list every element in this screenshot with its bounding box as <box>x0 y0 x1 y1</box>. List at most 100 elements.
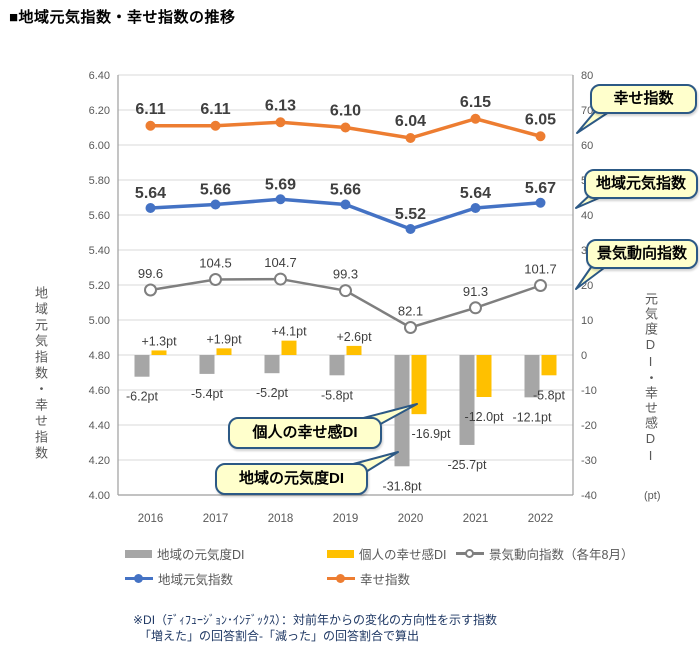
footnote: ※DI（ﾃﾞｨﾌｭｰｼﾞｮﾝ･ｲﾝﾃﾞｯｸｽ）：対前年からの変化の方向性を示す指… <box>133 612 497 644</box>
keiki-line-swatch <box>456 549 484 558</box>
gray-bar <box>459 355 475 445</box>
chart-text: 5.00 <box>89 315 110 327</box>
keiki-marker <box>209 272 222 286</box>
left-axis-title: 地域元気指数・幸せ指数 <box>33 286 48 462</box>
chart-text: -16.9pt <box>412 427 451 441</box>
chart-text: 6.00 <box>89 140 110 152</box>
chart-text: 60 <box>581 140 593 152</box>
yellow-bar <box>151 350 167 355</box>
chart-text: 4.20 <box>89 455 110 467</box>
chart-text: 6.05 <box>525 111 556 128</box>
yellow-bar <box>476 355 492 397</box>
chart-text: 5.69 <box>265 176 296 193</box>
chart-text: +2.6pt <box>336 330 372 344</box>
chart-text: -5.2pt <box>256 386 288 400</box>
right-axis-title: 元気度DI・幸せ感DI <box>643 292 658 465</box>
gray-bar <box>524 355 540 398</box>
chart-text: 5.80 <box>89 175 110 187</box>
chart-text: -31.8pt <box>383 479 422 493</box>
chart-text: 6.11 <box>135 101 165 118</box>
callout-regional-vitality-di: 地域の元気度DI <box>215 463 368 495</box>
chart-text: -5.4pt <box>191 387 223 401</box>
callout-personal-happiness-di: 個人の幸せ感DI <box>228 417 382 449</box>
legend-item-blue-line: 地域元気指数 <box>125 569 233 588</box>
chart-text: -20 <box>581 420 597 432</box>
chart-text: 10 <box>581 315 593 327</box>
chart-text: 5.64 <box>135 185 166 202</box>
line-marker <box>535 197 546 208</box>
yellow-bar <box>281 340 297 355</box>
chart-text: 6.13 <box>265 97 296 114</box>
legend-item-keiki-line: 景気動向指数（各年8月） <box>456 544 633 563</box>
chart-text: 4.00 <box>89 490 110 502</box>
keiki-marker <box>534 278 547 292</box>
chart-text: -12.1pt <box>513 410 552 424</box>
line-marker <box>535 131 546 142</box>
footnote-line-1: ※DI（ﾃﾞｨﾌｭｰｼﾞｮﾝ･ｲﾝﾃﾞｯｸｽ）：対前年からの変化の方向性を示す指… <box>133 613 498 627</box>
chart-text: 5.20 <box>89 280 110 292</box>
yellow-bar <box>541 355 557 376</box>
line-marker <box>405 224 416 234</box>
legend-label: 地域元気指数 <box>158 573 234 587</box>
chart-text: 80 <box>581 70 593 82</box>
chart-text: +4.1pt <box>271 325 307 339</box>
line-marker <box>405 133 416 143</box>
chart-text: 4.80 <box>89 350 110 362</box>
chart-text: 2018 <box>268 513 294 525</box>
yellow-bar <box>216 348 232 355</box>
chart-text: -30 <box>581 455 597 467</box>
chart-text: 104.5 <box>199 255 232 270</box>
chart-text: 2020 <box>398 513 424 525</box>
gray-bar-swatch <box>125 549 152 558</box>
chart-text: 6.15 <box>460 94 491 111</box>
chart-text: +1.9pt <box>206 332 242 346</box>
keiki-marker <box>469 301 482 315</box>
chart-text: 5.66 <box>200 182 231 199</box>
keiki-marker <box>274 272 287 286</box>
callout-happiness-index: 幸せ指数 <box>590 84 697 114</box>
legend-label: 個人の幸せ感DI <box>359 548 447 562</box>
legend-label: 幸せ指数 <box>360 573 411 587</box>
legend-item-yellow-bar: 個人の幸せ感DI <box>327 544 447 563</box>
line-marker <box>470 113 481 124</box>
line-marker <box>275 194 286 205</box>
chart-text: 0 <box>581 350 587 362</box>
chart-text: 2019 <box>333 513 359 525</box>
orange-line-swatch <box>327 574 355 583</box>
gray-bar <box>199 355 215 374</box>
chart-text: -6.2pt <box>126 390 158 404</box>
chart-text: 4.40 <box>89 420 110 432</box>
gray-bar <box>134 355 150 377</box>
chart-text: 5.40 <box>89 245 110 257</box>
chart-text: 6.11 <box>200 101 230 118</box>
yellow-bar <box>411 355 427 415</box>
chart-text: 6.04 <box>395 113 426 130</box>
line-marker <box>470 203 481 213</box>
footnote-line-2: 「増えた」の回答割合-「減った」の回答割合で算出 <box>139 629 419 643</box>
chart-text: 6.10 <box>330 103 361 120</box>
chart-text: 2017 <box>203 513 229 525</box>
keiki-marker <box>144 283 157 297</box>
chart-text: 5.60 <box>89 210 110 222</box>
legend-label: 景気動向指数（各年8月） <box>489 548 634 562</box>
chart-text: 104.7 <box>264 255 297 270</box>
line-marker <box>340 122 351 133</box>
line-marker <box>210 199 221 210</box>
chart-text: 6.40 <box>89 70 110 82</box>
chart-text: 99.6 <box>138 266 163 281</box>
chart-text: 2016 <box>138 513 164 525</box>
chart-text: -10 <box>581 385 597 397</box>
chart-text: -12.0pt <box>465 410 504 424</box>
blue-line-swatch <box>125 574 153 583</box>
yellow-bar-swatch <box>327 549 354 558</box>
chart-text: 4.60 <box>89 385 110 397</box>
callout-regional-vitality-index: 地域元気指数 <box>584 169 698 199</box>
chart-text: -40 <box>581 490 597 502</box>
chart-text: -25.7pt <box>448 458 487 472</box>
chart-text: 5.52 <box>395 206 426 223</box>
yellow-bar <box>346 345 362 355</box>
gray-bar <box>329 355 345 376</box>
chart-text: +1.3pt <box>141 334 177 348</box>
line-marker <box>340 199 351 210</box>
chart-text: 5.64 <box>460 185 491 202</box>
